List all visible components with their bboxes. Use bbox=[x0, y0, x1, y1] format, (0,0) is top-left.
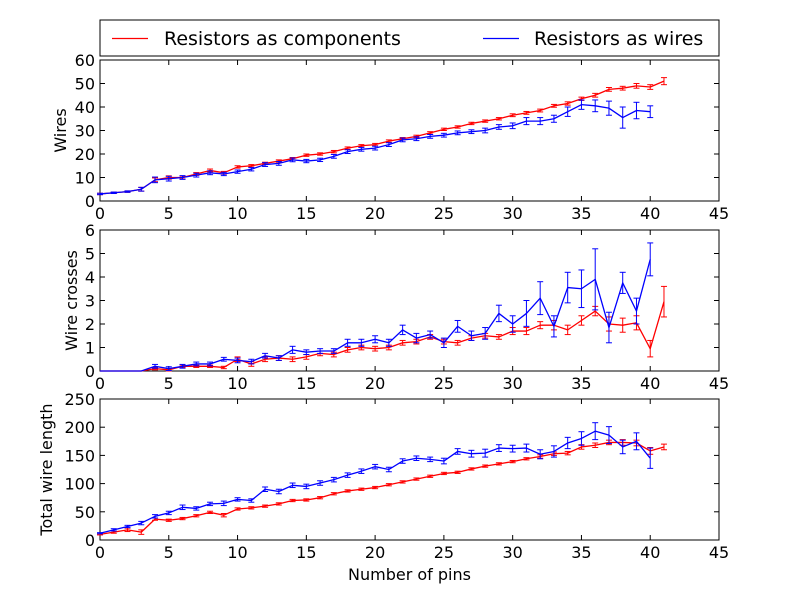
total-wire-length-xtick-label: 5 bbox=[164, 543, 174, 562]
total-wire-length-xtick-label: 40 bbox=[640, 543, 660, 562]
total-wire-length-line-components bbox=[99, 441, 665, 536]
wire-crosses-series-wires bbox=[100, 242, 654, 372]
wires-xtick-label: 20 bbox=[365, 204, 385, 223]
total-wire-length-series-components bbox=[97, 439, 667, 536]
total-wire-length-xtick-label: 15 bbox=[296, 543, 316, 562]
wires-xtick-label: 40 bbox=[640, 204, 660, 223]
legend-frame bbox=[99, 19, 720, 57]
wire-crosses-ytick-label: 2 bbox=[85, 315, 95, 334]
total-wire-length-ytick-label: 250 bbox=[64, 390, 95, 409]
wires-ylabel: Wires bbox=[51, 108, 70, 152]
wire-crosses-xtick-label: 0 bbox=[95, 374, 105, 393]
wire-crosses-ytick-label: 4 bbox=[85, 268, 95, 287]
wires-ytick-label: 40 bbox=[75, 98, 95, 117]
total-wire-length-ytick-label: 0 bbox=[85, 531, 95, 550]
total-wire-length-ytick-label: 200 bbox=[64, 418, 95, 437]
wire-crosses-ytick-label: 5 bbox=[85, 245, 95, 264]
wire-crosses-plot-frame bbox=[99, 229, 720, 372]
total-wire-length-ytick-label: 100 bbox=[64, 475, 95, 494]
wires-ytick-label: 0 bbox=[85, 192, 95, 211]
wire-crosses-ytick-label: 0 bbox=[85, 362, 95, 381]
total-wire-length-xtick-label: 0 bbox=[95, 543, 105, 562]
wires-ytick-label: 30 bbox=[75, 122, 95, 141]
wires-xtick-label: 25 bbox=[434, 204, 454, 223]
wires-series-wires bbox=[97, 99, 654, 196]
wires-xtick-label: 15 bbox=[296, 204, 316, 223]
total-wire-length-axes: 0 5 10 15 20 25 30 35 40 45 0 50 100 150 200 250 bbox=[64, 390, 729, 562]
legend: Resistors as components Resistors as wir… bbox=[99, 19, 720, 57]
legend-label-components: Resistors as components bbox=[164, 28, 401, 50]
wire-crosses-series bbox=[100, 242, 667, 372]
total-wire-length-panel: 0 5 10 15 20 25 30 35 40 45 0 50 100 150 200 250 Total … bbox=[37, 390, 729, 584]
wires-xtick-label: 10 bbox=[227, 204, 247, 223]
wires-xtick-label: 35 bbox=[571, 204, 591, 223]
wires-plot-frame bbox=[99, 59, 720, 202]
total-wire-length-ytick-label: 50 bbox=[75, 503, 95, 522]
total-wire-length-xtick-label: 30 bbox=[502, 543, 522, 562]
total-wire-length-ylabel: Total wire length bbox=[37, 403, 56, 536]
wire-crosses-ytick-label: 3 bbox=[85, 292, 95, 311]
legend-label-wires: Resistors as wires bbox=[534, 28, 703, 50]
wire-crosses-xtick-label: 30 bbox=[502, 374, 522, 393]
total-wire-length-xtick-label: 35 bbox=[571, 543, 591, 562]
wires-ytick-label: 10 bbox=[75, 169, 95, 188]
wire-crosses-xtick-label: 15 bbox=[296, 374, 316, 393]
wire-crosses-ytick-label: 6 bbox=[85, 221, 95, 240]
total-wire-length-series-wires bbox=[97, 422, 654, 535]
total-wire-length-ytick-label: 150 bbox=[64, 446, 95, 465]
wires-xtick-label: 5 bbox=[164, 204, 174, 223]
wires-ytick-label: 60 bbox=[75, 51, 95, 70]
total-wire-length-series bbox=[97, 422, 667, 536]
total-wire-length-line-wires bbox=[99, 430, 651, 534]
wires-line-components bbox=[99, 80, 665, 195]
wire-crosses-xtick-label: 25 bbox=[434, 374, 454, 393]
wires-line-wires bbox=[99, 104, 651, 195]
total-wire-length-xtick-label: 20 bbox=[365, 543, 385, 562]
wires-xtick-label: 30 bbox=[502, 204, 522, 223]
wires-ytick-label: 50 bbox=[75, 75, 95, 94]
wire-crosses-xtick-label: 20 bbox=[365, 374, 385, 393]
total-wire-length-plot-frame bbox=[99, 398, 720, 541]
wire-crosses-xtick-label: 40 bbox=[640, 374, 660, 393]
wire-crosses-xtick-label: 45 bbox=[709, 374, 729, 393]
wire-crosses-xtick-label: 10 bbox=[227, 374, 247, 393]
wires-xtick-label: 0 bbox=[95, 204, 105, 223]
wire-crosses-ytick-label: 1 bbox=[85, 339, 95, 358]
wire-crosses-line-wires bbox=[100, 259, 651, 372]
total-wire-length-xtick-label: 25 bbox=[434, 543, 454, 562]
wire-crosses-xtick-label: 5 bbox=[164, 374, 174, 393]
total-wire-length-xtick-label: 45 bbox=[709, 543, 729, 562]
wires-ytick-label: 20 bbox=[75, 145, 95, 164]
total-wire-length-xtick-label: 10 bbox=[227, 543, 247, 562]
wire-crosses-ylabel: Wire crosses bbox=[62, 250, 81, 351]
wire-crosses-xtick-label: 35 bbox=[571, 374, 591, 393]
wires-xtick-label: 45 bbox=[709, 204, 729, 223]
wires-series bbox=[97, 77, 667, 196]
total-wire-length-xlabel: Number of pins bbox=[348, 565, 471, 584]
